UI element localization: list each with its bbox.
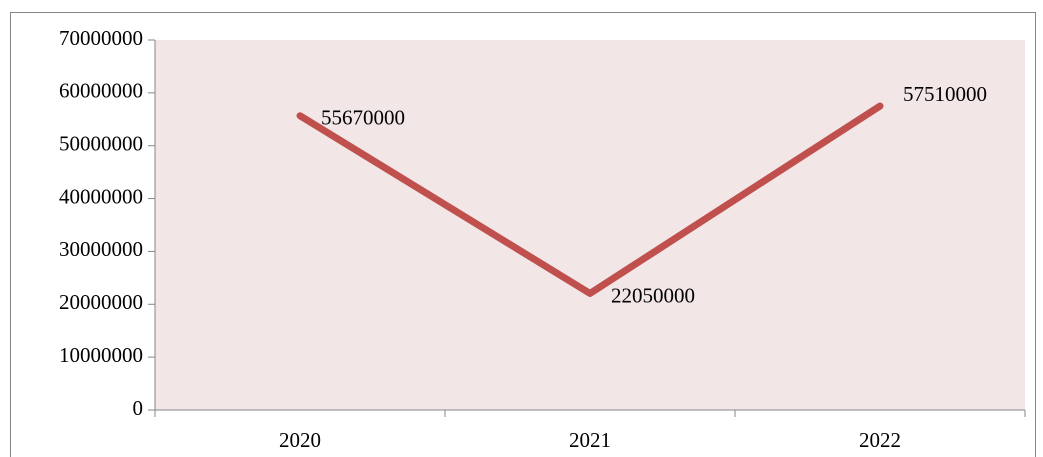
y-tick-label: 60000000 [59,79,143,103]
data-label: 55670000 [321,106,405,130]
plot-area [155,40,1025,410]
y-tick-label: 50000000 [59,132,143,156]
y-tick-label: 70000000 [59,26,143,50]
y-tick-label: 40000000 [59,184,143,208]
data-label: 57510000 [903,82,987,106]
x-tick-label: 2021 [569,428,611,452]
x-tick-label: 2020 [279,428,321,452]
data-label: 22050000 [611,283,695,307]
y-tick-label: 20000000 [59,290,143,314]
y-tick-label: 30000000 [59,237,143,261]
data-line [296,102,884,297]
y-tick-label: 10000000 [59,343,143,367]
y-tick-label: 0 [133,396,144,420]
x-tick-label: 2022 [859,428,901,452]
